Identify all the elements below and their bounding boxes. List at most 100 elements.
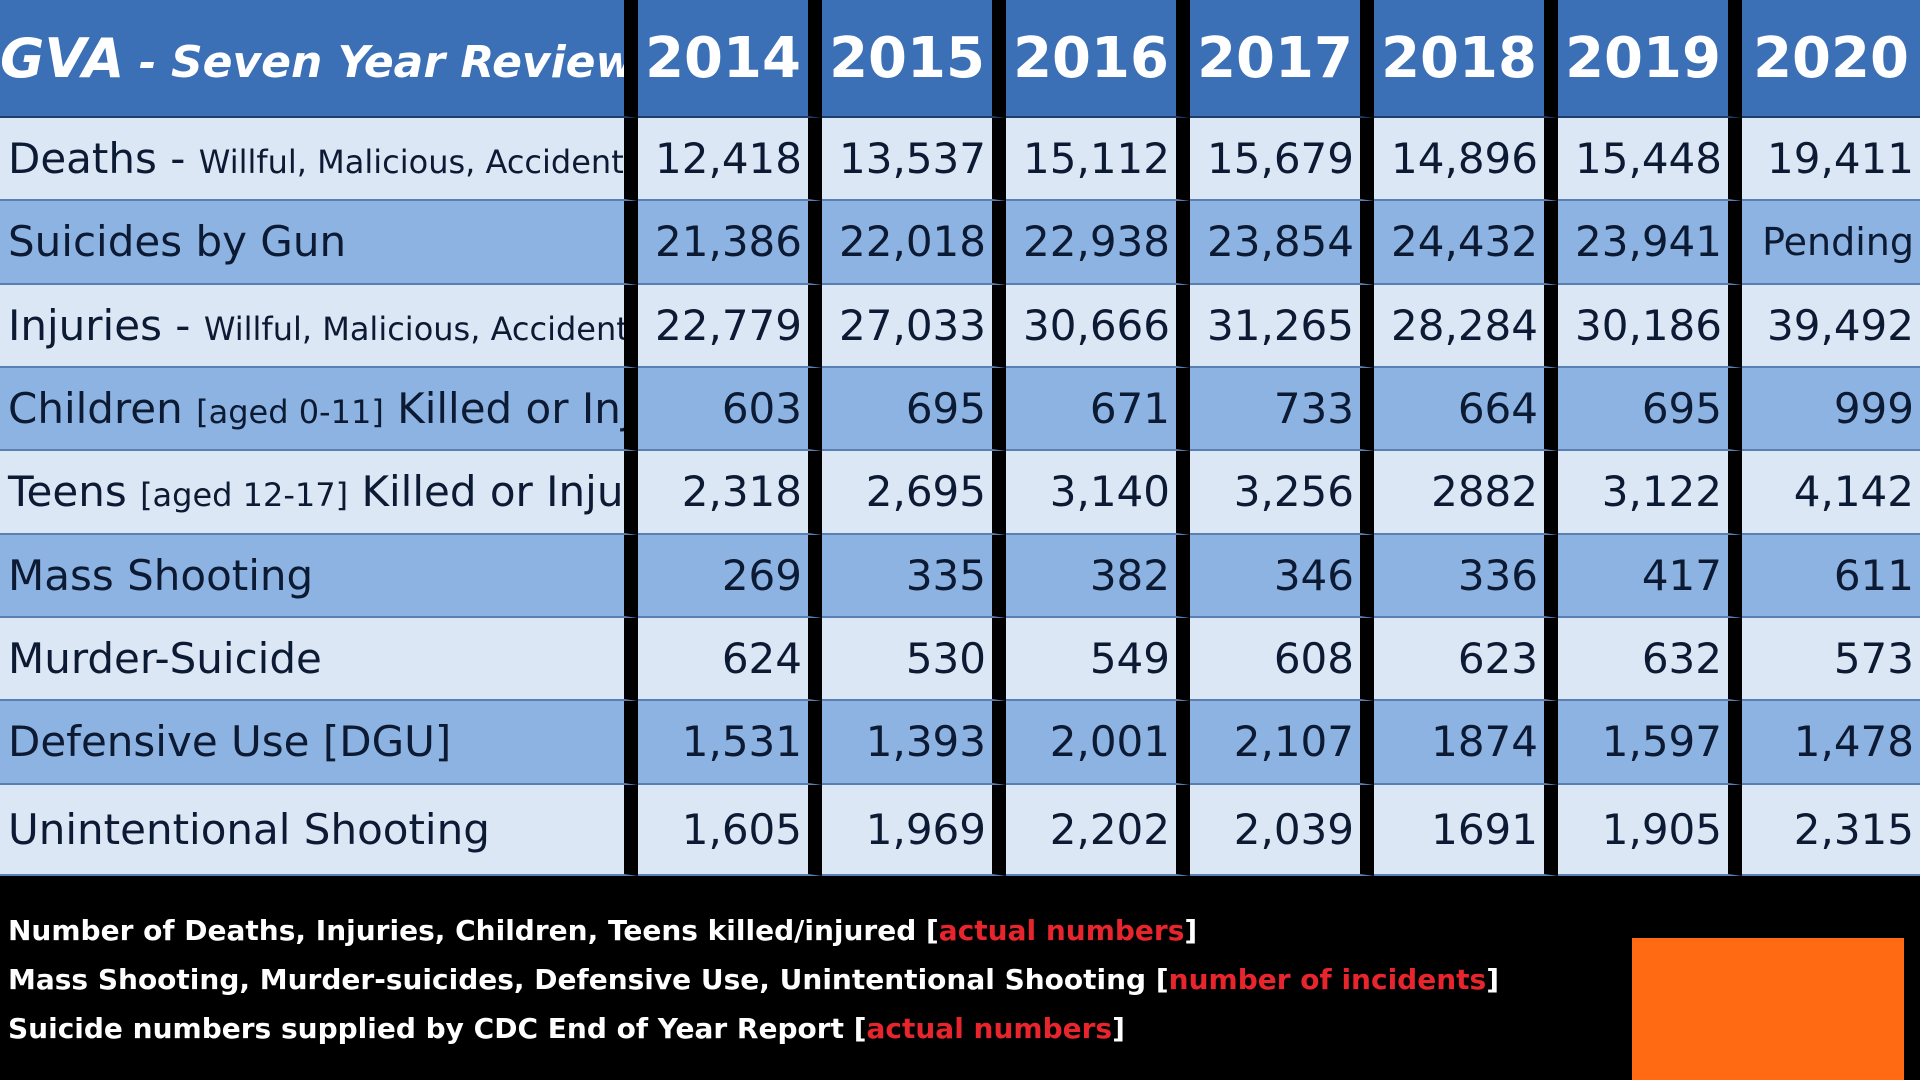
footnote-line: Number of Deaths, Injuries, Children, Te… xyxy=(8,906,1588,955)
row-label: Injuries - Willful, Malicious, Accidenta… xyxy=(0,284,638,368)
year-header: 2018 xyxy=(1374,0,1558,118)
year-header: 2015 xyxy=(822,0,1006,118)
title-subtitle: Seven Year Review xyxy=(170,36,637,88)
table-cell: 27,033 xyxy=(822,284,1006,368)
table-row: Injuries - Willful, Malicious, Accidenta… xyxy=(0,284,1920,368)
table-cell: 15,448 xyxy=(1558,118,1742,202)
table-row: Children [aged 0-11] Killed or Injured60… xyxy=(0,367,1920,452)
table-cell: 2,695 xyxy=(822,451,1006,535)
table-cell: 15,112 xyxy=(1006,118,1190,202)
table-cell: 335 xyxy=(822,534,1006,618)
row-label: Defensive Use [DGU] xyxy=(0,701,638,785)
table-cell: 611 xyxy=(1742,534,1920,618)
table-cell: 336 xyxy=(1374,534,1558,618)
table-cell: 695 xyxy=(1558,367,1742,452)
table-cell: 269 xyxy=(638,534,822,618)
table-row: Deaths - Willful, Malicious, Accidental 1… xyxy=(0,118,1920,202)
table-cell: 1,478 xyxy=(1742,701,1920,785)
table-cell: 1,969 xyxy=(822,784,1006,876)
table-cell: 999 xyxy=(1742,367,1920,452)
row-label-tail: Killed or Injured xyxy=(361,467,638,517)
title-separator: - xyxy=(124,37,171,87)
table-row: Suicides by Gun 21,386 22,018 22,938 23,854 2… xyxy=(0,201,1920,285)
table-cell: 13,537 xyxy=(822,118,1006,202)
table-cell: 3,122 xyxy=(1558,451,1742,535)
table-cell: 417 xyxy=(1558,534,1742,618)
table-row: Mass Shooting 269 335 382 346 336 417 611 xyxy=(0,534,1920,618)
footnote-line: Mass Shooting, Murder-suicides, Defensiv… xyxy=(8,955,1588,1004)
table-cell: 671 xyxy=(1006,367,1190,452)
row-label-main: Injuries - xyxy=(8,300,204,350)
table-row: Murder-Suicide 624 530 549 608 623 632 573 xyxy=(0,617,1920,702)
table-cell: 695 xyxy=(822,367,1006,452)
row-label-main: Mass Shooting xyxy=(8,550,314,600)
table-cell: 12,418 xyxy=(638,118,822,202)
table-cell: 15,679 xyxy=(1190,118,1374,202)
footnote-line: Suicide numbers supplied by CDC End of Y… xyxy=(8,1004,1588,1053)
table-cell: 23,941 xyxy=(1558,201,1742,285)
table-cell: 2,001 xyxy=(1006,701,1190,785)
footnote-bracket-end: ] xyxy=(1486,963,1499,996)
table-cell: 1,531 xyxy=(638,701,822,785)
table-body: Deaths - Willful, Malicious, Accidental 1… xyxy=(0,118,1920,876)
table-cell: 24,432 xyxy=(1374,201,1558,285)
row-label: Unintentional Shooting xyxy=(0,784,638,876)
table-cell: Pending xyxy=(1742,201,1920,285)
year-header: 2017 xyxy=(1190,0,1374,118)
table-cell: 31,265 xyxy=(1190,284,1374,368)
table-cell: 39,492 xyxy=(1742,284,1920,368)
table-row: Unintentional Shooting 1,605 1,969 2,202 2,0… xyxy=(0,784,1920,876)
table-cell: 1,605 xyxy=(638,784,822,876)
table-cell: 549 xyxy=(1006,617,1190,702)
table-cell: 2,318 xyxy=(638,451,822,535)
table-row: Teens [aged 12-17] Killed or Injured2,31… xyxy=(0,451,1920,535)
table-cell: 2,039 xyxy=(1190,784,1374,876)
footnote-tag: actual numbers xyxy=(938,914,1185,947)
table-cell: 346 xyxy=(1190,534,1374,618)
row-label: Children [aged 0-11] Killed or Injured xyxy=(0,367,638,452)
row-label-sub: [aged 12-17] xyxy=(140,476,349,515)
table-cell: 603 xyxy=(638,367,822,452)
table-cell: 21,386 xyxy=(638,201,822,285)
row-label: Deaths - Willful, Malicious, Accidental xyxy=(0,118,638,202)
table-cell: 30,666 xyxy=(1006,284,1190,368)
footnote-text: Number of Deaths, Injuries, Children, Te… xyxy=(8,914,939,947)
table-cell: 23,854 xyxy=(1190,201,1374,285)
footnote-tag: number of incidents xyxy=(1168,963,1487,996)
footnote-bracket-end: ] xyxy=(1112,1012,1125,1045)
table-cell: 632 xyxy=(1558,617,1742,702)
table-cell: 3,140 xyxy=(1006,451,1190,535)
row-label: Suicides by Gun xyxy=(0,201,638,285)
footnotes: Number of Deaths, Injuries, Children, Te… xyxy=(8,906,1588,1053)
row-label-main: Defensive Use [DGU] xyxy=(8,717,452,767)
row-label-main: Deaths - xyxy=(8,134,199,184)
table-cell: 22,938 xyxy=(1006,201,1190,285)
table-cell: 4,142 xyxy=(1742,451,1920,535)
footnote-text: Suicide numbers supplied by CDC End of Y… xyxy=(8,1012,867,1045)
year-header: 2019 xyxy=(1558,0,1742,118)
table-cell: 19,411 xyxy=(1742,118,1920,202)
row-label: Mass Shooting xyxy=(0,534,638,618)
table-cell: 1,393 xyxy=(822,701,1006,785)
table-cell: 624 xyxy=(638,617,822,702)
table-cell: 22,018 xyxy=(822,201,1006,285)
table-cell: 608 xyxy=(1190,617,1374,702)
footnote-bracket-end: ] xyxy=(1184,914,1198,947)
table-cell: 2,107 xyxy=(1190,701,1374,785)
table-cell: 2,315 xyxy=(1742,784,1920,876)
table-cell: 28,284 xyxy=(1374,284,1558,368)
table-cell: 1,597 xyxy=(1558,701,1742,785)
title-main: GVA xyxy=(0,26,125,90)
row-label-main: Murder-Suicide xyxy=(8,634,322,684)
table-header-row: GVA - Seven Year Review 2014 2015 2016 2… xyxy=(0,0,1920,118)
table-cell: 573 xyxy=(1742,617,1920,702)
table-cell: 1691 xyxy=(1374,784,1558,876)
row-label-main: Teens xyxy=(8,467,141,517)
footnote-text: Mass Shooting, Murder-suicides, Defensiv… xyxy=(8,963,1169,996)
footnote-tag: actual numbers xyxy=(866,1012,1113,1045)
row-label-sub: Willful, Malicious, Accidental xyxy=(198,143,638,182)
table-title: GVA - Seven Year Review xyxy=(0,0,638,118)
year-header: 2016 xyxy=(1006,0,1190,118)
year-header: 2020 xyxy=(1742,0,1920,118)
table-cell: 664 xyxy=(1374,367,1558,452)
